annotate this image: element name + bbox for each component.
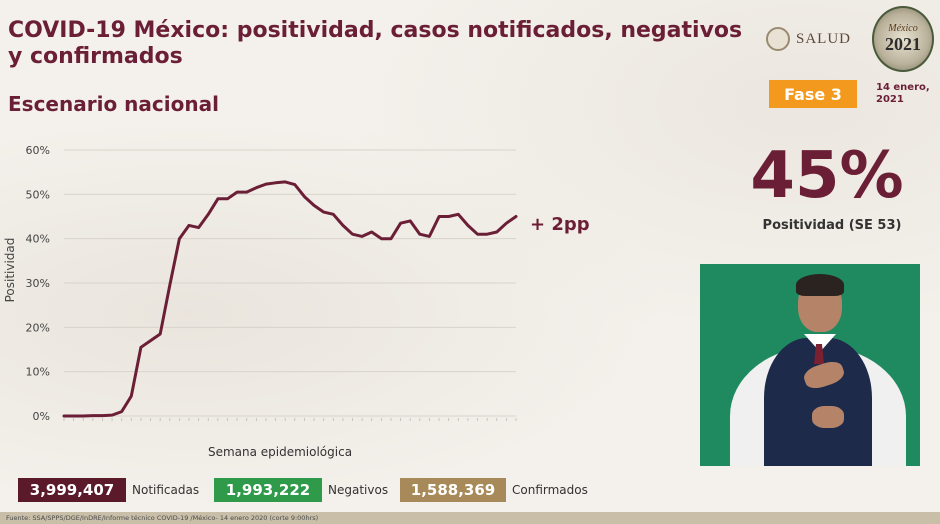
stat-negativos-value: 1,993,222 — [214, 478, 322, 502]
y-tick-label: 10% — [26, 366, 50, 379]
x-tick-marks — [63, 418, 517, 421]
stat-negativos: 1,993,222 Negativos — [214, 478, 388, 502]
logo-country-text: México — [888, 23, 918, 34]
salud-logo: SALUD — [766, 24, 862, 54]
y-tick-label: 40% — [26, 233, 50, 246]
positivity-caption: Positividad (SE 53) — [762, 218, 902, 233]
positivity-line-chart: 0% 10% 20% 30% 40% 50% 60% Positividad Semana … — [3, 144, 518, 459]
stat-confirmados-value: 1,588,369 — [400, 478, 506, 502]
footer-source: Fuente: SSA/SPPS/DGE/InDRE/Informe técni… — [6, 514, 319, 522]
y-axis-label: Positividad — [3, 238, 17, 303]
y-tick-labels: 0% 10% 20% 30% 40% 50% 60% — [26, 144, 50, 423]
chart-grid — [64, 149, 516, 417]
stat-notificadas-value: 3,999,407 — [18, 478, 126, 502]
y-tick-label: 60% — [26, 144, 50, 157]
mexico-2021-logo: México 2021 — [872, 6, 934, 72]
stat-notificadas: 3,999,407 Notificadas — [18, 478, 199, 502]
y-tick-label: 20% — [26, 321, 50, 334]
seal-icon — [766, 27, 790, 51]
y-tick-label: 30% — [26, 277, 50, 290]
phase-badge: Fase 3 — [769, 80, 857, 108]
page-title: COVID-19 México: positividad, casos noti… — [8, 18, 743, 69]
positivity-series-line — [62, 180, 518, 418]
report-date-line1: 14 enero, — [876, 82, 930, 93]
sign-language-interpreter-video — [700, 264, 920, 466]
report-date-line2: 2021 — [876, 94, 904, 105]
interpreter-hand — [812, 406, 844, 428]
y-tick-label: 50% — [26, 188, 50, 201]
stat-confirmados: 1,588,369 Confirmados — [400, 478, 588, 502]
interpreter-hair — [796, 274, 844, 296]
footer-bar — [0, 512, 940, 524]
stat-negativos-label: Negativos — [328, 483, 389, 497]
logo-year-text: 2021 — [885, 34, 921, 54]
page-subtitle: Escenario nacional — [8, 92, 219, 116]
change-annotation: + 2pp — [530, 214, 590, 235]
positivity-value: 45% — [750, 139, 904, 213]
report-date: 14 enero, 2021 — [876, 82, 936, 106]
y-tick-label: 0% — [33, 410, 50, 423]
stat-notificadas-label: Notificadas — [132, 483, 200, 497]
salud-logo-text: SALUD — [796, 30, 852, 47]
interpreter-tie — [814, 344, 824, 364]
x-axis-label: Semana epidemiológica — [208, 445, 352, 459]
stat-confirmados-label: Confirmados — [512, 483, 588, 497]
